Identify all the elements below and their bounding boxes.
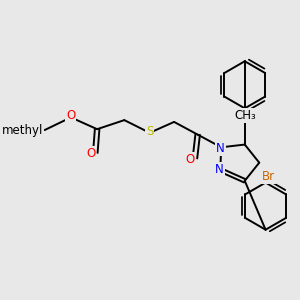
Text: CH₃: CH₃ bbox=[234, 109, 256, 122]
Text: S: S bbox=[146, 125, 153, 138]
Text: methyl: methyl bbox=[2, 124, 43, 136]
Text: methyl: methyl bbox=[2, 124, 43, 136]
Text: N: N bbox=[216, 142, 225, 155]
Text: O: O bbox=[186, 153, 195, 166]
Text: N: N bbox=[215, 163, 224, 176]
Text: O: O bbox=[66, 109, 76, 122]
Text: Br: Br bbox=[262, 170, 275, 183]
Text: O: O bbox=[86, 147, 95, 160]
